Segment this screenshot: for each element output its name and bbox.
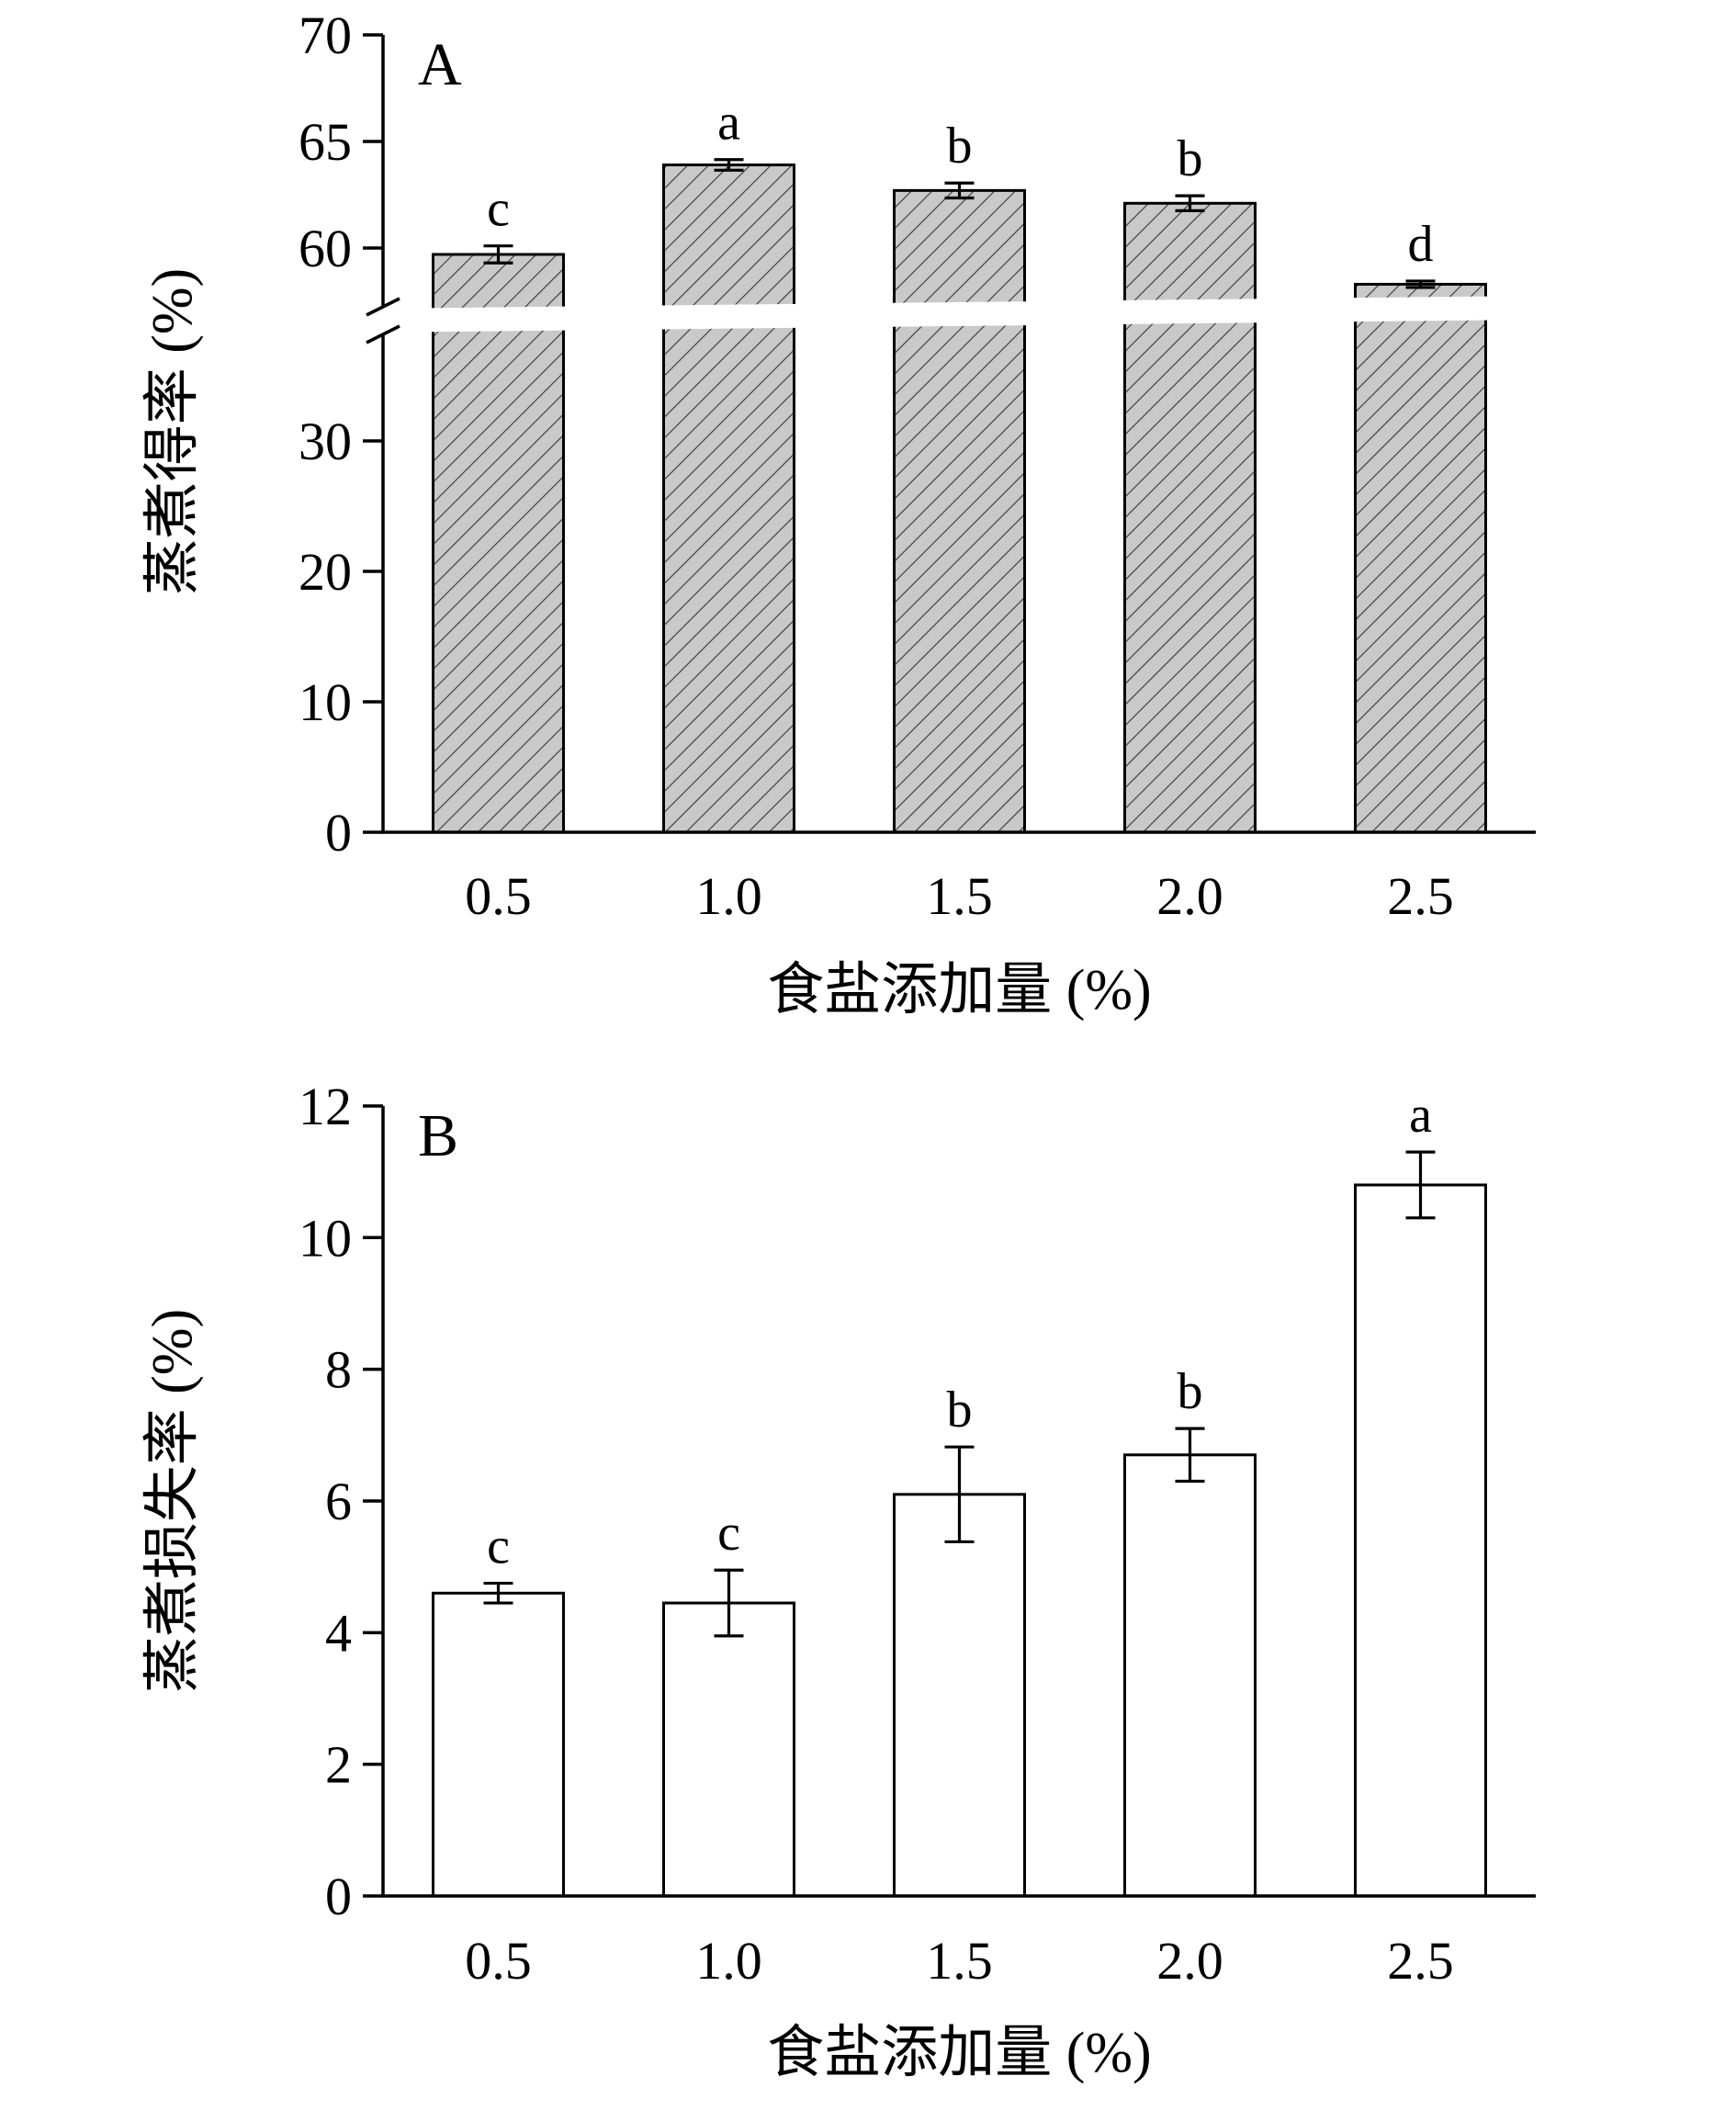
error-bar-b-1.0 [714,1568,744,1638]
panel-label-a: A [418,31,462,98]
y-tick-label-a-10: 10 [299,672,352,732]
bar-a-0.5 [432,253,565,834]
y-tick-label-b-4: 4 [325,1603,352,1663]
y-tick-label-b-2: 2 [325,1735,352,1795]
bar-b-2.5 [1354,1183,1487,1898]
x-axis-title-b: 食盐添加量 (%) [767,2022,1151,2084]
sig-label-a-1.5: b [947,118,973,175]
y-tick-label-a-65: 65 [299,112,352,172]
bar-b-0.5 [432,1591,565,1898]
x-tick-label-b-2.5: 2.5 [1387,1931,1454,1991]
y-axis-title-a: 蒸煮得率 (%) [141,268,204,595]
y-tick-label-b-0: 0 [325,1867,352,1926]
y-tick-label-a-70: 70 [299,6,352,65]
bar-a-2.5 [1354,282,1487,834]
bar-b-1.0 [662,1601,795,1898]
chart-b-svg: c 0.5 c 1.0 b 1.5 b 2.0 a 2.5 0 2 4 6 8 10 12 B 食盐添加量 (%) 蒸… [141,1077,1536,2084]
bar-a-1.5 [893,188,1026,834]
y-tick-label-a-60: 60 [299,219,352,278]
y-tick-label-b-10: 10 [299,1208,352,1268]
error-bar-b-1.5 [944,1445,975,1544]
x-tick-label-a-1.0: 1.0 [695,866,762,926]
error-bar-a-1.0 [714,158,744,172]
x-tick-label-b-1.5: 1.5 [926,1931,993,1991]
chart-a-svg: c 0.5 a 1.0 b 1.5 b 2.0 d 2.5 60 65 70 0 10 20 30 A 食盐添加量 … [141,6,1536,1021]
y-tick-label-a-0: 0 [325,803,352,863]
y-tick-label-b-6: 6 [325,1472,352,1531]
bar-a-2.0 [1123,201,1257,834]
sig-label-b-1.0: c [717,1505,740,1562]
y-tick-label-a-20: 20 [299,542,352,602]
y-axis-title-b: 蒸煮损失率 (%) [141,1309,204,1693]
error-bar-a-0.5 [483,244,513,265]
x-axis-title-a: 食盐添加量 (%) [767,959,1151,1021]
error-bar-a-2.5 [1405,279,1436,289]
bar-b-2.0 [1123,1453,1257,1898]
error-bar-b-0.5 [483,1581,513,1605]
chart-panel-a: c 0.5 a 1.0 b 1.5 b 2.0 d 2.5 60 65 70 0 10 20 30 A 食盐添加量 … [141,6,1536,1021]
x-tick-label-a-1.5: 1.5 [926,866,993,926]
error-bar-b-2.0 [1175,1427,1205,1484]
y-axis-break-band [370,296,1536,333]
chart-panel-b: c 0.5 c 1.0 b 1.5 b 2.0 a 2.5 0 2 4 6 8 10 12 B 食盐添加量 (%) 蒸… [0,1056,1736,2110]
y-tick-label-a-30: 30 [299,412,352,471]
axes-b [363,1104,1536,1898]
y-tick-label-b-12: 12 [299,1077,352,1136]
error-bar-a-2.0 [1175,194,1205,212]
x-tick-label-a-0.5: 0.5 [465,866,532,926]
y-tick-label-b-8: 8 [325,1340,352,1400]
x-tick-label-a-2.0: 2.0 [1156,866,1223,926]
x-tick-label-a-2.5: 2.5 [1387,866,1454,926]
sig-label-b-2.0: b [1178,1363,1203,1420]
error-bar-b-2.5 [1405,1150,1436,1220]
sig-label-a-2.0: b [1178,130,1203,187]
x-tick-label-b-0.5: 0.5 [465,1931,532,1991]
axes-a [363,33,1536,834]
sig-label-b-0.5: c [487,1518,510,1575]
bar-b-1.5 [893,1493,1026,1898]
bar-a-1.0 [662,164,795,834]
x-tick-label-b-1.0: 1.0 [695,1931,762,1991]
panel-label-b: B [418,1102,458,1169]
sig-label-a-0.5: c [487,181,510,238]
sig-label-a-1.0: a [717,95,740,152]
sig-label-b-2.5: a [1409,1087,1432,1144]
sig-label-a-2.5: d [1408,216,1434,273]
error-bar-a-1.5 [944,181,975,200]
x-tick-label-b-2.0: 2.0 [1156,1931,1223,1991]
sig-label-b-1.5: b [947,1382,973,1439]
